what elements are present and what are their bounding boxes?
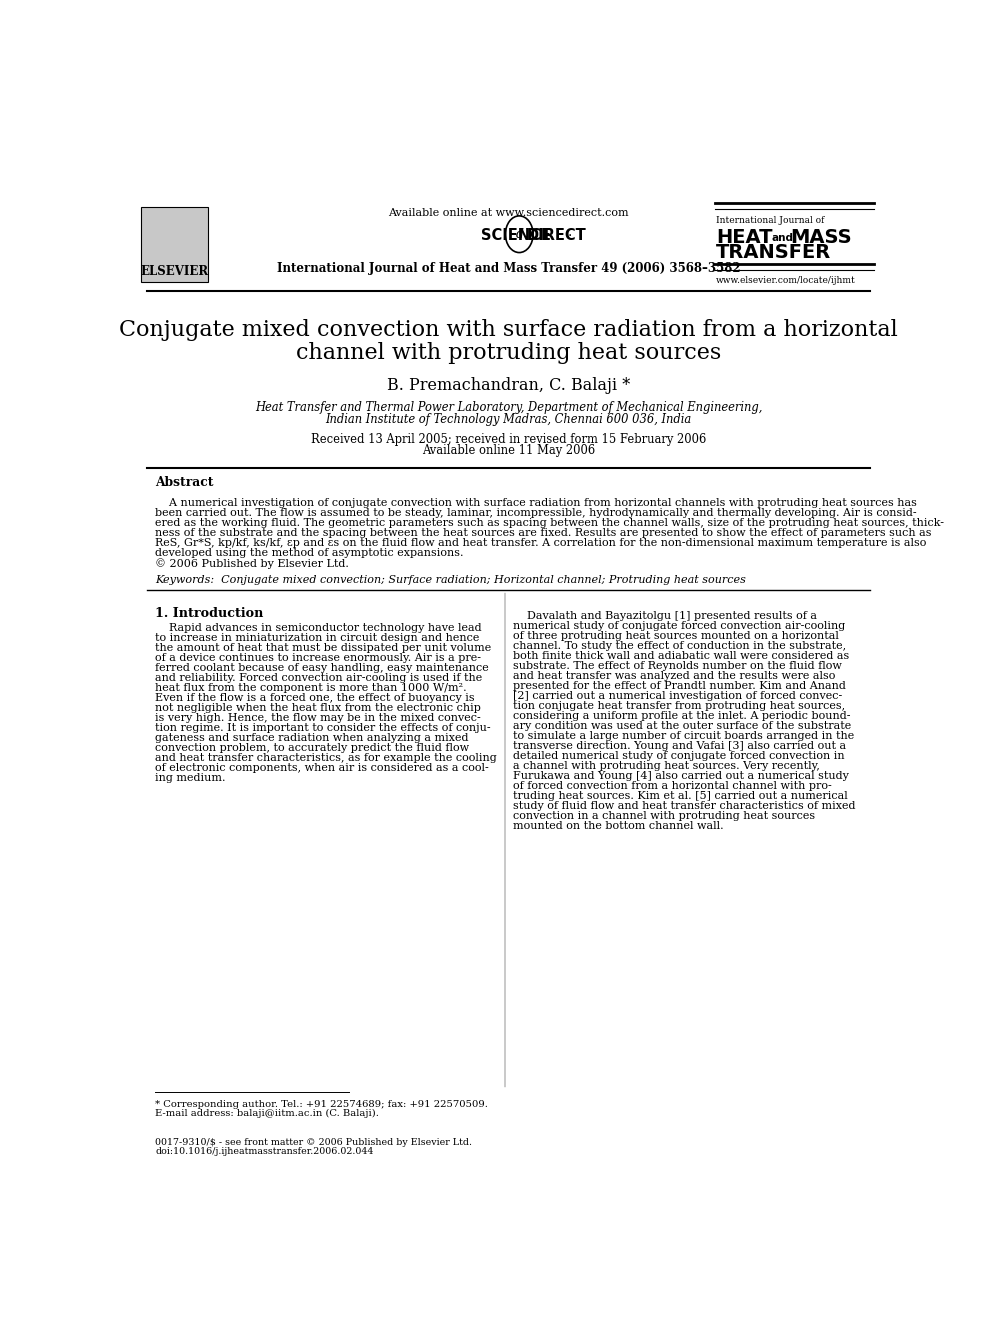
Text: to increase in miniaturization in circuit design and hence: to increase in miniaturization in circui… xyxy=(155,632,479,643)
Text: [2] carried out a numerical investigation of forced convec-: [2] carried out a numerical investigatio… xyxy=(513,691,842,701)
Text: 0017-9310/$ - see front matter © 2006 Published by Elsevier Ltd.: 0017-9310/$ - see front matter © 2006 Pu… xyxy=(155,1138,472,1147)
Text: ELSEVIER: ELSEVIER xyxy=(140,266,208,278)
Text: and heat transfer was analyzed and the results were also: and heat transfer was analyzed and the r… xyxy=(513,671,835,681)
Text: DIRECT: DIRECT xyxy=(527,229,586,243)
Text: channel with protruding heat sources: channel with protruding heat sources xyxy=(296,341,721,364)
Text: * Corresponding author. Tel.: +91 22574689; fax: +91 22570509.: * Corresponding author. Tel.: +91 225746… xyxy=(155,1099,488,1109)
Text: Indian Institute of Technology Madras, Chennai 600 036, India: Indian Institute of Technology Madras, C… xyxy=(325,413,691,426)
Text: a channel with protruding heat sources. Very recently,: a channel with protruding heat sources. … xyxy=(513,761,820,771)
Text: A numerical investigation of conjugate convection with surface radiation from ho: A numerical investigation of conjugate c… xyxy=(155,497,917,508)
Text: of a device continues to increase enormously. Air is a pre-: of a device continues to increase enormo… xyxy=(155,652,481,663)
Text: SCIENCE: SCIENCE xyxy=(480,229,551,243)
Text: truding heat sources. Kim et al. [5] carried out a numerical: truding heat sources. Kim et al. [5] car… xyxy=(513,791,848,802)
Text: ered as the working fluid. The geometric parameters such as spacing between the : ered as the working fluid. The geometric… xyxy=(155,517,944,528)
Text: International Journal of Heat and Mass Transfer 49 (2006) 3568–3582: International Journal of Heat and Mass T… xyxy=(277,262,740,275)
Text: and: and xyxy=(772,233,794,243)
Text: mounted on the bottom channel wall.: mounted on the bottom channel wall. xyxy=(513,822,724,831)
Text: detailed numerical study of conjugate forced convection in: detailed numerical study of conjugate fo… xyxy=(513,751,844,761)
Text: © 2006 Published by Elsevier Ltd.: © 2006 Published by Elsevier Ltd. xyxy=(155,558,349,569)
Text: TRANSFER: TRANSFER xyxy=(716,243,831,262)
Text: ness of the substrate and the spacing between the heat sources are fixed. Result: ness of the substrate and the spacing be… xyxy=(155,528,931,538)
Text: channel. To study the effect of conduction in the substrate,: channel. To study the effect of conducti… xyxy=(513,642,846,651)
Text: substrate. The effect of Reynolds number on the fluid flow: substrate. The effect of Reynolds number… xyxy=(513,662,842,671)
Text: International Journal of: International Journal of xyxy=(716,216,824,225)
Text: ReS, Gr*S, kp/kf, ks/kf, εp and εs on the fluid flow and heat transfer. A correl: ReS, Gr*S, kp/kf, ks/kf, εp and εs on th… xyxy=(155,538,927,548)
Text: and reliability. Forced convection air-cooling is used if the: and reliability. Forced convection air-c… xyxy=(155,672,482,683)
Text: Rapid advances in semiconductor technology have lead: Rapid advances in semiconductor technolo… xyxy=(155,623,482,632)
Text: Furukawa and Young [4] also carried out a numerical study: Furukawa and Young [4] also carried out … xyxy=(513,771,849,781)
Text: study of fluid flow and heat transfer characteristics of mixed: study of fluid flow and heat transfer ch… xyxy=(513,802,855,811)
Text: Davalath and Bayazitolgu [1] presented results of a: Davalath and Bayazitolgu [1] presented r… xyxy=(513,611,817,620)
Text: of forced convection from a horizontal channel with pro-: of forced convection from a horizontal c… xyxy=(513,781,832,791)
Text: ary condition was used at the outer surface of the substrate: ary condition was used at the outer surf… xyxy=(513,721,851,732)
FancyBboxPatch shape xyxy=(141,206,207,282)
Text: and heat transfer characteristics, as for example the cooling: and heat transfer characteristics, as fo… xyxy=(155,753,497,763)
Text: Abstract: Abstract xyxy=(155,476,213,488)
Text: not negligible when the heat flux from the electronic chip: not negligible when the heat flux from t… xyxy=(155,703,481,713)
Text: B. Premachandran, C. Balaji *: B. Premachandran, C. Balaji * xyxy=(387,377,630,394)
Text: Available online at www.sciencedirect.com: Available online at www.sciencedirect.co… xyxy=(388,208,629,218)
Text: Available online 11 May 2006: Available online 11 May 2006 xyxy=(422,445,595,456)
Text: the amount of heat that must be dissipated per unit volume: the amount of heat that must be dissipat… xyxy=(155,643,491,652)
Text: convection problem, to accurately predict the fluid flow: convection problem, to accurately predic… xyxy=(155,742,469,753)
Text: E-mail address: balaji@iitm.ac.in (C. Balaji).: E-mail address: balaji@iitm.ac.in (C. Ba… xyxy=(155,1109,379,1118)
Text: ·: · xyxy=(567,229,571,242)
Text: convection in a channel with protruding heat sources: convection in a channel with protruding … xyxy=(513,811,815,822)
Text: MASS: MASS xyxy=(791,228,852,247)
Text: ferred coolant because of easy handling, easy maintenance: ferred coolant because of easy handling,… xyxy=(155,663,489,672)
Text: Heat Transfer and Thermal Power Laboratory, Department of Mechanical Engineering: Heat Transfer and Thermal Power Laborato… xyxy=(255,401,762,414)
Text: doi:10.1016/j.ijheatmasstransfer.2006.02.044: doi:10.1016/j.ijheatmasstransfer.2006.02… xyxy=(155,1147,373,1156)
Text: presented for the effect of Prandtl number. Kim and Anand: presented for the effect of Prandtl numb… xyxy=(513,681,846,691)
Text: d: d xyxy=(515,229,523,242)
Text: considering a uniform profile at the inlet. A periodic bound-: considering a uniform profile at the inl… xyxy=(513,712,850,721)
Text: 1. Introduction: 1. Introduction xyxy=(155,607,263,620)
Text: is very high. Hence, the flow may be in the mixed convec-: is very high. Hence, the flow may be in … xyxy=(155,713,481,722)
Text: Received 13 April 2005; received in revised form 15 February 2006: Received 13 April 2005; received in revi… xyxy=(310,433,706,446)
Text: developed using the method of asymptotic expansions.: developed using the method of asymptotic… xyxy=(155,548,463,558)
Text: of electronic components, when air is considered as a cool-: of electronic components, when air is co… xyxy=(155,763,489,773)
Text: HEAT: HEAT xyxy=(716,228,773,247)
Text: been carried out. The flow is assumed to be steady, laminar, incompressible, hyd: been carried out. The flow is assumed to… xyxy=(155,508,917,517)
Text: numerical study of conjugate forced convection air-cooling: numerical study of conjugate forced conv… xyxy=(513,620,845,631)
Text: Keywords:  Conjugate mixed convection; Surface radiation; Horizontal channel; Pr: Keywords: Conjugate mixed convection; Su… xyxy=(155,576,746,585)
Text: of three protruding heat sources mounted on a horizontal: of three protruding heat sources mounted… xyxy=(513,631,839,642)
Text: both finite thick wall and adiabatic wall were considered as: both finite thick wall and adiabatic wal… xyxy=(513,651,849,662)
Text: ing medium.: ing medium. xyxy=(155,773,225,783)
Text: www.elsevier.com/locate/ijhmt: www.elsevier.com/locate/ijhmt xyxy=(716,277,856,284)
Text: gateness and surface radiation when analyzing a mixed: gateness and surface radiation when anal… xyxy=(155,733,468,742)
Text: heat flux from the component is more than 1000 W/m².: heat flux from the component is more tha… xyxy=(155,683,466,693)
Text: transverse direction. Young and Vafai [3] also carried out a: transverse direction. Young and Vafai [3… xyxy=(513,741,846,751)
Text: tion conjugate heat transfer from protruding heat sources,: tion conjugate heat transfer from protru… xyxy=(513,701,845,712)
Text: tion regime. It is important to consider the effects of conju-: tion regime. It is important to consider… xyxy=(155,722,491,733)
Text: Even if the flow is a forced one, the effect of buoyancy is: Even if the flow is a forced one, the ef… xyxy=(155,693,474,703)
Text: Conjugate mixed convection with surface radiation from a horizontal: Conjugate mixed convection with surface … xyxy=(119,319,898,341)
Text: to simulate a large number of circuit boards arranged in the: to simulate a large number of circuit bo… xyxy=(513,732,854,741)
